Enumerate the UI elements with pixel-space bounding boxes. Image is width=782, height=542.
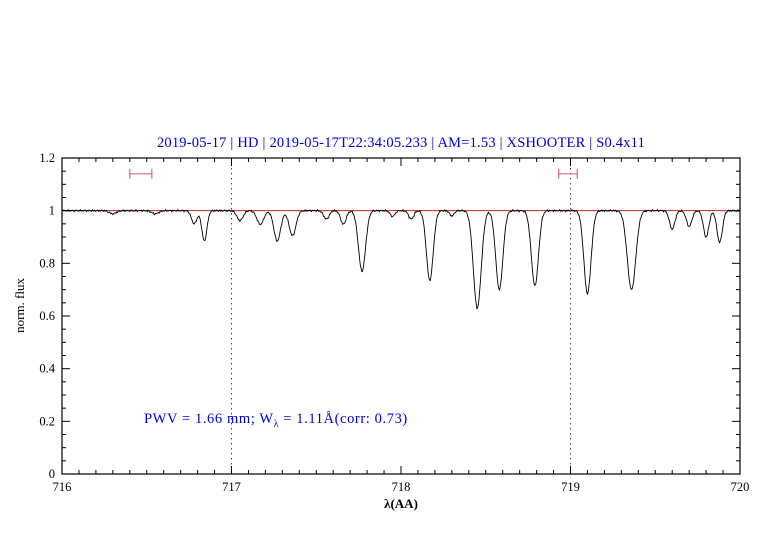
x-tick-label: 716 bbox=[53, 480, 72, 494]
y-tick-label: 1 bbox=[49, 204, 55, 218]
pwv-annotation-subscript: λ bbox=[273, 418, 280, 430]
y-tick-label: 0.6 bbox=[39, 309, 55, 323]
pwv-annotation: PWV = 1.66 mm; Wλ = 1.11Å(corr: 0.73) bbox=[144, 411, 408, 430]
y-tick-label: 1.2 bbox=[39, 151, 55, 165]
y-axis-label: norm. flux bbox=[12, 278, 27, 333]
spectrum-line bbox=[61, 208, 740, 310]
x-tick-label: 719 bbox=[561, 480, 580, 494]
x-axis-label: λ(AA) bbox=[384, 496, 418, 511]
pwv-annotation-suffix: = 1.11Å(corr: 0.73) bbox=[279, 411, 408, 427]
pwv-annotation-prefix: PWV = 1.66 mm; W bbox=[144, 411, 274, 427]
y-tick-label: 0 bbox=[49, 467, 55, 481]
y-tick-label: 0.4 bbox=[39, 362, 55, 376]
x-tick-label: 718 bbox=[392, 480, 411, 494]
y-tick-label: 0.2 bbox=[39, 414, 55, 428]
y-tick-label: 0.8 bbox=[39, 256, 55, 270]
x-tick-label: 720 bbox=[731, 480, 750, 494]
x-tick-label: 717 bbox=[222, 480, 241, 494]
plot-title: 2019-05-17 | HD | 2019-05-17T22:34:05.23… bbox=[156, 135, 646, 151]
